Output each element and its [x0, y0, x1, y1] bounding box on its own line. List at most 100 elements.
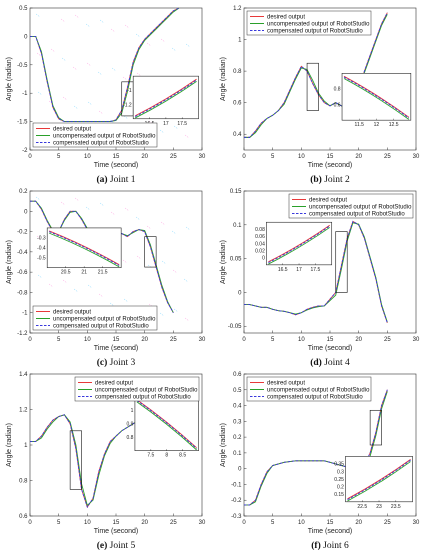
- x-tick-label: 30: [413, 154, 420, 160]
- noise-mark: [148, 303, 154, 308]
- legend-box: [74, 376, 200, 402]
- x-tick-label: 0: [242, 337, 246, 343]
- noise-mark: [109, 302, 115, 307]
- noise-mark: [124, 207, 130, 212]
- y-tick-label: -2: [22, 148, 28, 154]
- noise-mark: [99, 19, 105, 24]
- inset-x-tick-label: 20.5: [61, 270, 71, 276]
- noise-mark: [135, 33, 141, 38]
- caption-label: (c): [97, 357, 110, 368]
- inset-y-tick-label: -0.4: [37, 246, 46, 252]
- noise-mark: [35, 196, 41, 201]
- panel-caption: (f) Joint 6: [311, 540, 349, 550]
- legend-label: uncompensated output of RobotStudio: [267, 388, 370, 394]
- caption-text: Joint 1: [110, 175, 136, 185]
- noise-mark: [171, 230, 177, 235]
- x-tick-label: 10: [298, 337, 305, 343]
- y-tick-label: -0.3: [231, 514, 242, 520]
- noise-mark: [48, 283, 54, 288]
- x-tick-label: 25: [170, 520, 177, 526]
- inset-y-tick-label: 0: [262, 256, 265, 262]
- noise-mark: [98, 293, 104, 298]
- inset-y-tick-label: -1: [127, 88, 132, 94]
- x-tick-label: 20: [355, 337, 362, 343]
- inset-y-tick-label: 0.02: [255, 248, 265, 254]
- caption-text: Joint 6: [323, 541, 349, 550]
- inset-line-compensated: [49, 231, 120, 266]
- inset-y-tick-label: 0.15: [334, 492, 344, 498]
- x-axis-label: Time (second): [308, 528, 352, 535]
- inset-line-uncompensated: [134, 80, 197, 119]
- noise-mark: [172, 269, 178, 274]
- y-tick-label: 0.2: [19, 189, 28, 195]
- noise-mark: [147, 264, 153, 269]
- y-tick-label: 0.5: [19, 6, 28, 12]
- inset-x-tick-label: 21: [81, 270, 87, 276]
- inset-x-tick-label: 8.5: [179, 453, 186, 459]
- noise-mark: [99, 202, 105, 207]
- noise-mark: [159, 129, 165, 134]
- y-tick-label: -0.05: [228, 324, 242, 330]
- y-tick-label: 0.4: [233, 404, 242, 410]
- x-tick-label: 25: [170, 337, 177, 343]
- inset-line-desired: [136, 399, 197, 449]
- panel-caption: (d) Joint 4: [310, 357, 350, 368]
- y-tick-label: -0.2: [231, 498, 242, 504]
- noise-mark: [136, 72, 142, 77]
- inset-y-tick-label: 1: [131, 408, 134, 414]
- inset-y-tick-label: 0.9: [126, 422, 133, 428]
- x-tick-label: 0: [28, 337, 32, 343]
- x-tick-label: 15: [113, 520, 120, 526]
- inset-y-tick-label: -1.2: [123, 102, 132, 108]
- y-tick-label: -0.1: [231, 482, 242, 488]
- noise-mark: [73, 288, 79, 293]
- legend-label: uncompensated output of RobotStudio: [53, 317, 156, 323]
- legend-label: compensated output of RobotStudio: [267, 395, 363, 401]
- noise-mark: [87, 284, 93, 289]
- y-tick-label: -0.5: [17, 63, 28, 69]
- noise-mark: [85, 23, 91, 28]
- x-tick-label: 30: [413, 337, 420, 343]
- noise-mark: [74, 197, 80, 202]
- y-tick-label: 0.1: [233, 451, 242, 457]
- y-tick-label: 0.5: [233, 388, 242, 394]
- x-tick-label: 20: [141, 337, 148, 343]
- noise-mark: [185, 43, 191, 48]
- inset-x-tick-label: 11.5: [355, 122, 365, 128]
- inset-line-compensated: [343, 76, 410, 119]
- y-tick-label: 0.6: [233, 101, 242, 107]
- legend-label: desired output: [267, 381, 305, 387]
- inset-x-tick-label: 17.5: [177, 121, 187, 127]
- y-tick-label: 0.8: [19, 479, 28, 485]
- legend-box: [32, 122, 158, 148]
- x-tick-label: 5: [57, 154, 61, 160]
- x-tick-label: 0: [242, 520, 246, 526]
- legend-label: compensated output of RobotStudio: [267, 29, 363, 35]
- x-tick-label: 20: [141, 154, 148, 160]
- noise-mark: [123, 115, 129, 120]
- y-axis-label: Angle (radian): [220, 240, 227, 284]
- x-tick-label: 5: [57, 520, 61, 526]
- legend-label: desired output: [53, 310, 91, 316]
- panel-6: 0 5 10 15 20 25 30 -0.3 -0.2 -0.1 0 0.1 0.2 0.3 0.4 0.5…: [220, 372, 420, 550]
- inset-x-tick-label: 17: [163, 121, 169, 127]
- noise-mark: [61, 57, 67, 62]
- x-tick-label: 15: [113, 337, 120, 343]
- x-tick-label: 5: [57, 337, 61, 343]
- inset-line-compensated: [136, 400, 197, 449]
- zoom-marker: [144, 236, 157, 268]
- legend-label: compensated output of RobotStudio: [53, 141, 149, 147]
- y-tick-label: -1.2: [17, 331, 28, 337]
- y-tick-label: 0: [238, 290, 242, 296]
- x-tick-label: 30: [199, 154, 206, 160]
- noise-mark: [98, 110, 104, 115]
- x-tick-label: 10: [298, 520, 305, 526]
- x-tick-label: 5: [271, 337, 275, 343]
- x-axis-label: Time (second): [94, 528, 138, 535]
- panel-caption: (e) Joint 5: [97, 540, 136, 550]
- zoom-marker: [335, 231, 348, 293]
- caption-text: Joint 5: [110, 541, 136, 550]
- inset-line-desired: [49, 230, 120, 266]
- noise-mark: [124, 24, 130, 29]
- x-tick-label: 20: [141, 520, 148, 526]
